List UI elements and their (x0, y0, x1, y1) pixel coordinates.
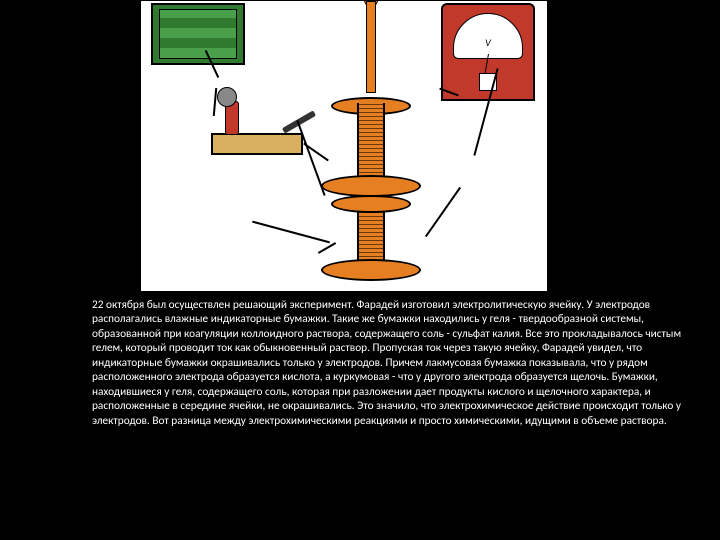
switch-base-icon (211, 133, 303, 155)
wire-icon (213, 88, 217, 116)
battery-icon (151, 3, 245, 65)
voltmeter-icon (441, 3, 535, 101)
wire-icon (252, 221, 330, 244)
cell-plate-icon (321, 175, 421, 197)
switch-knob-icon (217, 87, 237, 107)
cell-plate-icon (331, 195, 411, 213)
cell-plate-icon (321, 259, 421, 281)
electrolytic-cell-icon (321, 91, 421, 281)
voltmeter-dial-icon (453, 13, 523, 59)
cell-top-tube-icon (366, 1, 376, 93)
wire-icon (425, 187, 461, 237)
body-paragraph: 22 октября был осуществлен решающий эксп… (92, 298, 706, 428)
experiment-illustration (140, 0, 548, 292)
